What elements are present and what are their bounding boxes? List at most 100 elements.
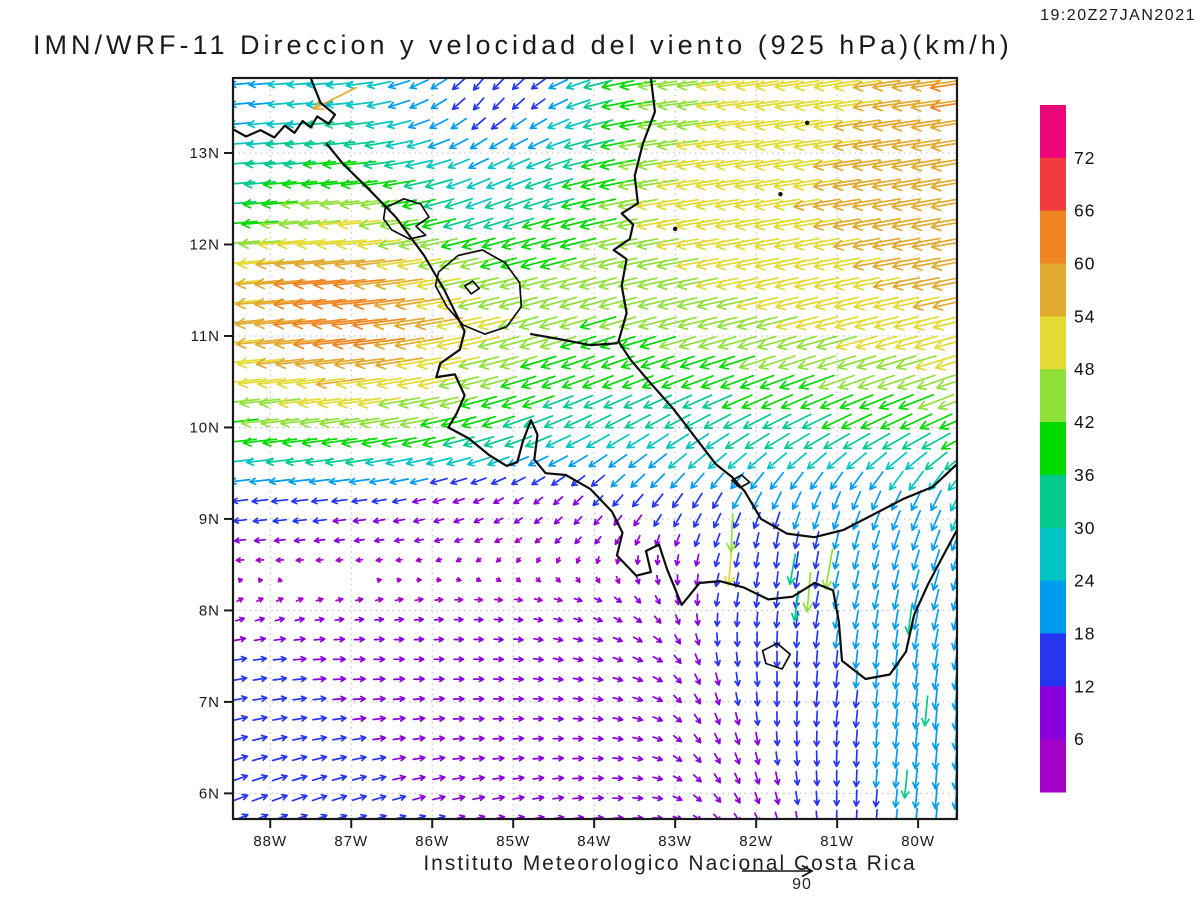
wind-arrow bbox=[865, 451, 888, 470]
wind-arrow bbox=[662, 394, 693, 410]
wind-arrow bbox=[714, 732, 721, 745]
wind-arrow bbox=[427, 138, 451, 150]
wind-arrow bbox=[272, 695, 288, 702]
wind-arrow bbox=[599, 159, 637, 171]
wind-arrow bbox=[620, 355, 655, 370]
wind-arrow bbox=[720, 374, 755, 390]
colorbar-segment bbox=[1040, 686, 1066, 740]
wind-arrow bbox=[355, 258, 404, 270]
wind-arrow bbox=[233, 438, 257, 443]
wind-arrow bbox=[474, 596, 484, 603]
wind-arrow bbox=[487, 157, 510, 170]
wind-arrow bbox=[337, 397, 382, 409]
wind-arrow bbox=[392, 774, 407, 782]
wind-arrow bbox=[292, 318, 347, 330]
wind-arrow bbox=[444, 197, 473, 210]
coastline-layer bbox=[233, 78, 957, 681]
wind-arrow bbox=[831, 510, 841, 530]
wind-arrow bbox=[533, 516, 543, 525]
wind-arrow bbox=[707, 452, 727, 470]
wind-arrow bbox=[754, 711, 761, 727]
wind-arrow bbox=[248, 100, 272, 109]
wind-arrow bbox=[472, 794, 486, 802]
wind-arrow bbox=[833, 789, 841, 807]
wind-arrow bbox=[652, 696, 664, 703]
wind-arrow bbox=[470, 477, 487, 486]
wind-arrow bbox=[564, 414, 593, 429]
wind-arrow bbox=[814, 296, 859, 311]
wind-arrow bbox=[512, 735, 525, 742]
wind-arrow bbox=[472, 97, 485, 111]
wind-arrow bbox=[855, 335, 898, 351]
wind-arrow bbox=[533, 636, 544, 643]
wind-arrow bbox=[813, 79, 860, 92]
wind-arrow bbox=[678, 336, 717, 350]
wind-arrow bbox=[641, 374, 674, 390]
wind-arrow bbox=[561, 178, 595, 190]
wind-arrow bbox=[747, 452, 767, 470]
wind-arrow bbox=[453, 517, 465, 524]
wind-arrow bbox=[699, 355, 736, 370]
wind-arrow bbox=[559, 237, 597, 250]
wind-arrow bbox=[433, 656, 445, 663]
wind-arrow bbox=[792, 610, 801, 629]
wind-arrow bbox=[434, 537, 444, 544]
lon-tick-label: 88W bbox=[253, 833, 287, 850]
wind-arrow bbox=[653, 513, 662, 527]
wind-arrow bbox=[394, 317, 444, 331]
lat-tick-label: 9N bbox=[199, 511, 220, 528]
wind-arrow bbox=[714, 238, 760, 251]
wind-arrow bbox=[332, 656, 346, 663]
wind-arrow bbox=[776, 335, 817, 351]
wind-arrow bbox=[911, 747, 920, 770]
wind-arrow bbox=[451, 97, 466, 111]
wind-arrow bbox=[233, 636, 247, 643]
wind-arrow bbox=[833, 277, 880, 291]
wind-arrow bbox=[312, 715, 327, 722]
wind-arrow bbox=[910, 509, 922, 531]
wind-arrow bbox=[552, 676, 564, 683]
wind-arrow bbox=[559, 316, 597, 330]
wind-arrow bbox=[334, 616, 345, 623]
wind-arrow bbox=[450, 477, 468, 486]
colorbar-tick-label: 42 bbox=[1074, 412, 1095, 432]
wind-arrow bbox=[465, 197, 493, 210]
wind-arrow bbox=[773, 731, 781, 747]
wind-arrow bbox=[813, 750, 821, 767]
wind-arrow bbox=[854, 316, 899, 331]
wind-arrow bbox=[670, 472, 685, 489]
wind-arrow bbox=[539, 316, 578, 331]
wind-arrow bbox=[452, 715, 465, 722]
wind-arrow bbox=[655, 218, 700, 231]
wind-arrow bbox=[510, 117, 527, 130]
wind-arrow bbox=[493, 596, 504, 603]
wind-arrow bbox=[610, 474, 626, 488]
wind-arrow bbox=[351, 754, 367, 762]
wind-arrow bbox=[579, 218, 617, 231]
wind-arrow bbox=[502, 415, 535, 429]
wind-arrow bbox=[522, 395, 555, 409]
wind-arrow bbox=[281, 179, 318, 189]
wind-arrow bbox=[671, 492, 684, 509]
wind-arrow bbox=[493, 616, 504, 623]
wind-arrow bbox=[773, 198, 821, 211]
wind-arrow bbox=[634, 534, 641, 546]
wind-arrow bbox=[360, 199, 399, 210]
wind-arrow bbox=[413, 675, 425, 683]
wind-arrow bbox=[891, 589, 900, 611]
wind-arrow bbox=[572, 794, 585, 802]
wind-arrow bbox=[659, 336, 697, 350]
wind-arrow bbox=[872, 629, 880, 650]
wind-arrow bbox=[247, 120, 273, 129]
colorbar-tick-label: 48 bbox=[1074, 359, 1095, 379]
chart-title: IMN/WRF-11 Direccion y velocidad del vie… bbox=[33, 30, 1013, 60]
wind-arrow bbox=[472, 774, 486, 782]
wind-arrow bbox=[839, 394, 874, 410]
wind-arrow bbox=[754, 792, 761, 805]
wind-arrow bbox=[435, 557, 443, 563]
wind-arrow bbox=[871, 510, 881, 531]
wind-arrow bbox=[233, 220, 258, 225]
wind-arrow bbox=[322, 159, 357, 170]
wind-arrow bbox=[233, 200, 257, 205]
wind-arrow bbox=[553, 616, 564, 623]
